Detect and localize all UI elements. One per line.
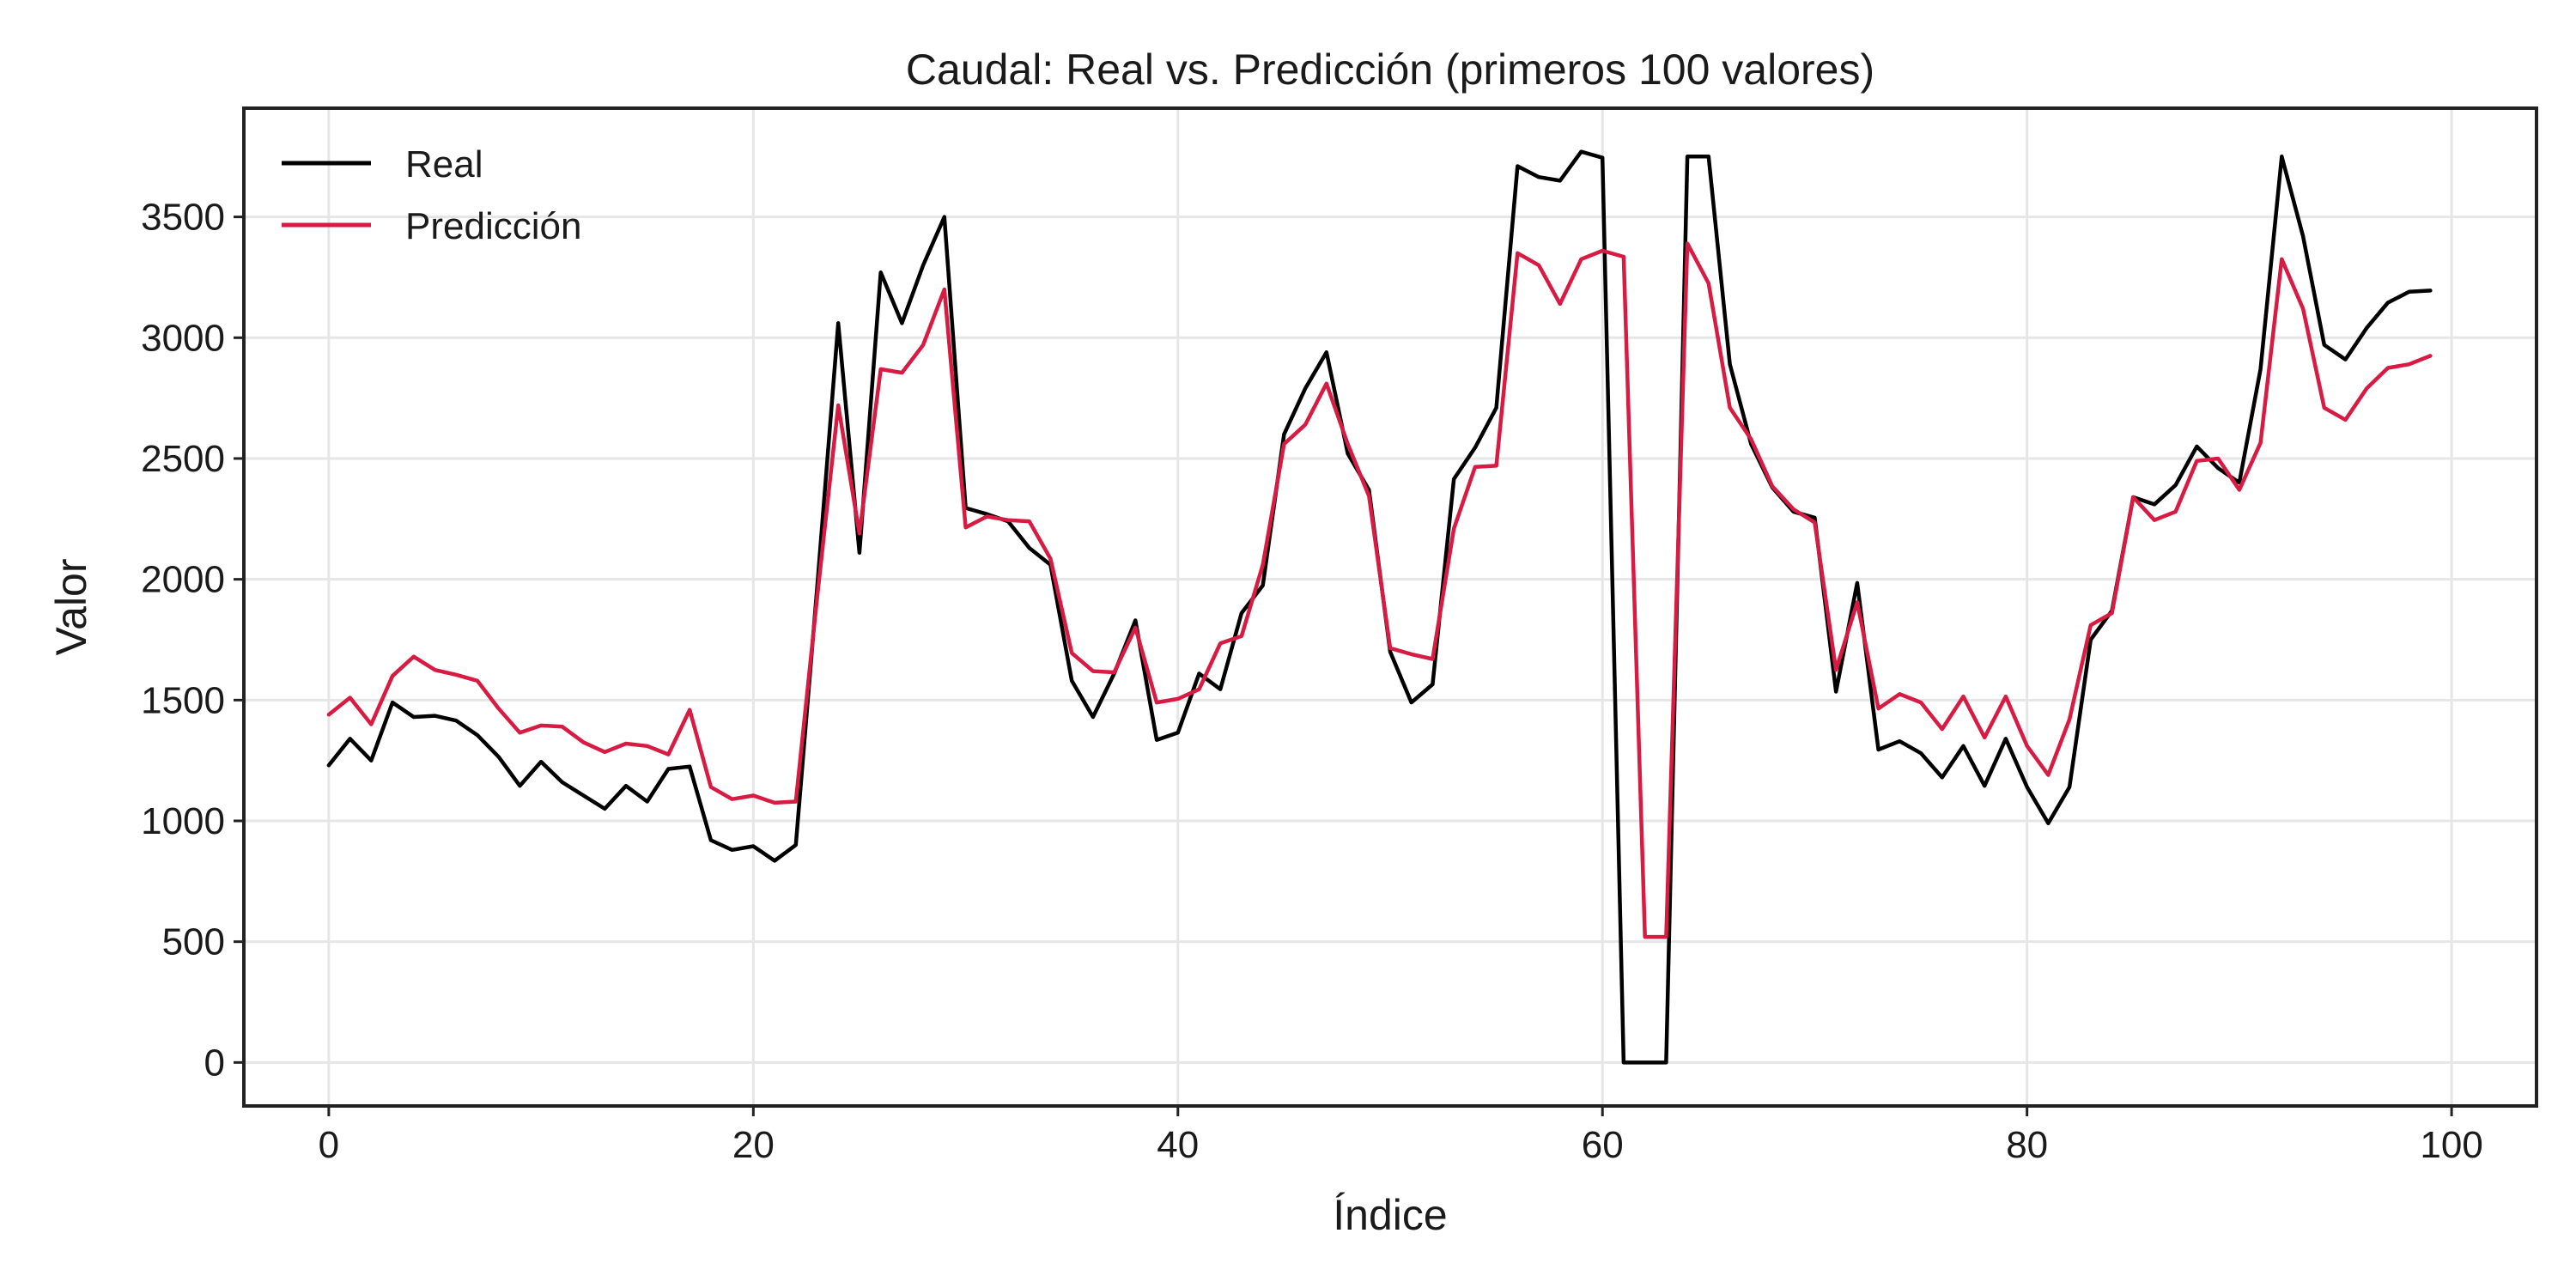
y-tick-label: 3500: [141, 197, 225, 239]
y-tick-label: 1500: [141, 679, 225, 721]
series-line-prediccion: [326, 241, 2433, 939]
series-lines: [326, 149, 2433, 1065]
y-tick-label: 2000: [141, 559, 225, 601]
x-tick-label: 40: [1157, 1124, 1199, 1166]
chart-title: Caudal: Real vs. Predicción (primeros 10…: [906, 46, 1874, 94]
x-tick-label: 100: [2420, 1124, 2482, 1166]
axis-ticks: 0 500 1000 1500 2000 2500 3000 3500 0 20 40 60 80 100: [141, 197, 2483, 1166]
y-tick-label: 2500: [141, 438, 225, 480]
y-tick-label: 3000: [141, 317, 225, 359]
x-tick-label: 60: [1582, 1124, 1624, 1166]
x-tick-label: 20: [732, 1124, 775, 1166]
x-tick-label: 80: [2006, 1124, 2048, 1166]
legend-label-real: Real: [405, 143, 483, 185]
legend: Real Predicción: [282, 143, 581, 247]
legend-label-prediccion: Predicción: [405, 205, 581, 247]
plot-frame: [242, 106, 2538, 1108]
y-tick-label: 500: [162, 921, 225, 963]
y-tick-label: 1000: [141, 800, 225, 842]
x-axis-label: Índice: [1333, 1191, 1447, 1239]
y-tick-label: 0: [204, 1042, 225, 1084]
series-line-real: [326, 149, 2433, 1065]
x-tick-label: 0: [319, 1124, 339, 1166]
y-axis-label: Valor: [47, 558, 95, 655]
gridlines: [244, 108, 2537, 1106]
